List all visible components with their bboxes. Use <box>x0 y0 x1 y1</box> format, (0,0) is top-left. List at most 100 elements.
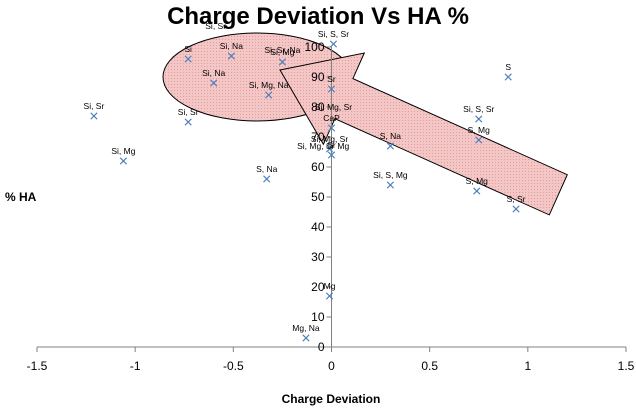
data-label: Si, Na <box>220 41 243 51</box>
data-label: Mg, Na <box>292 323 320 333</box>
data-label: Si, S, Sr <box>318 29 349 39</box>
data-point <box>302 334 310 342</box>
x-tick-label: -1.5 <box>27 359 48 373</box>
data-point-marker <box>184 55 192 63</box>
data-point-marker <box>327 151 336 159</box>
data-point-marker <box>119 157 127 165</box>
data-label: Si, Mg, Sr <box>315 102 352 112</box>
data-point-marker <box>325 145 334 153</box>
data-point-marker <box>386 181 394 189</box>
data-label: Si, Sr <box>84 101 105 111</box>
y-tick-label: 50 <box>311 190 325 204</box>
data-point-marker <box>278 58 287 66</box>
data-label: Si, Sr, Na <box>264 45 300 55</box>
data-point <box>475 115 483 123</box>
x-tick-label: 0.5 <box>421 359 438 373</box>
data-point <box>325 145 334 153</box>
data-label: Si, Mg, Na <box>249 80 289 90</box>
data-label: CaP <box>323 113 340 123</box>
y-tick-label: 100 <box>304 40 324 54</box>
data-point <box>327 151 336 159</box>
data-label: S <box>505 62 511 72</box>
data-point <box>227 52 235 60</box>
data-label: S, Na <box>380 131 402 141</box>
x-tick-label: 1 <box>524 359 531 373</box>
data-label: Si, Mg <box>270 47 294 57</box>
data-point <box>329 40 338 48</box>
data-point-marker <box>184 118 192 126</box>
data-point-marker <box>263 175 271 183</box>
data-point <box>325 292 334 300</box>
data-point-marker <box>329 40 338 48</box>
y-tick-label: 0 <box>318 340 325 354</box>
annotation-layer <box>162 32 568 216</box>
data-point-marker <box>327 85 336 93</box>
data-point <box>473 187 481 195</box>
data-points <box>90 40 520 342</box>
y-tick-label: 20 <box>311 280 325 294</box>
data-point <box>278 58 287 66</box>
data-point-marker <box>325 292 334 300</box>
y-tick-label: 90 <box>311 70 325 84</box>
data-label: S, Mg <box>466 176 488 186</box>
data-label: Si <box>184 44 192 54</box>
data-point <box>327 124 336 132</box>
data-point-marker <box>386 142 394 150</box>
y-axis-title: % HA <box>5 190 37 204</box>
data-point <box>386 142 394 150</box>
data-label: Sr <box>327 74 336 84</box>
data-point <box>504 73 512 81</box>
data-point-marker <box>475 115 483 123</box>
x-tick-label: 1.5 <box>618 359 635 373</box>
data-label: S, Sr <box>507 194 526 204</box>
data-point <box>119 157 127 165</box>
data-label: Si, Na <box>202 68 225 78</box>
data-label: Si, S, Sr <box>463 104 494 114</box>
data-point-marker <box>227 52 235 60</box>
x-tick-label: -1 <box>130 359 141 373</box>
data-label: Sr <box>327 140 336 150</box>
y-tick-label: 60 <box>311 160 325 174</box>
data-label: Si, Mg, Sr <box>311 134 348 144</box>
data-label: Mg <box>324 281 336 291</box>
data-point <box>210 79 218 87</box>
data-label: S, Na <box>256 164 278 174</box>
data-point <box>90 112 98 120</box>
data-point-marker <box>265 91 273 99</box>
data-point <box>265 91 273 99</box>
data-label: Si, S, Mg <box>373 170 408 180</box>
data-point <box>512 205 520 213</box>
data-label: S, Mg <box>468 125 490 135</box>
data-point-marker <box>302 334 310 342</box>
data-point <box>327 85 336 93</box>
chart-title: Charge Deviation Vs HA % <box>167 3 469 30</box>
data-label: Si, Mg <box>111 146 135 156</box>
highlight-arrow <box>279 52 568 216</box>
axes: -1.5 -1 -0.5 0 0.5 1 1.5 0 10 20 30 40 50 60 70 80 90 100 <box>27 40 635 373</box>
data-point-marker <box>473 187 481 195</box>
y-tick-label: 10 <box>311 310 325 324</box>
data-point <box>184 55 192 63</box>
data-label: Mg <box>337 141 349 151</box>
x-tick-label: 0 <box>328 359 335 373</box>
data-point-marker <box>327 124 336 132</box>
data-point <box>263 175 271 183</box>
data-point-marker <box>210 79 218 87</box>
data-point <box>184 118 192 126</box>
data-label: Si, Sr <box>205 21 226 31</box>
data-label: Si, Sr <box>178 107 199 117</box>
data-label: Si, Mg, Sr <box>297 141 334 151</box>
data-point-marker <box>512 205 520 213</box>
y-tick-label: 30 <box>311 250 325 264</box>
data-point-marker <box>90 112 98 120</box>
y-tick-label: 80 <box>311 100 325 114</box>
data-point-marker <box>504 73 512 81</box>
data-point-marker <box>475 136 483 144</box>
data-point <box>475 136 483 144</box>
point-labels: Si, Sr Si, Mg Si, Sr Si Si, Na Si, Na S, Na Si,… <box>84 21 526 333</box>
data-point <box>386 181 394 189</box>
x-tick-label: -0.5 <box>223 359 244 373</box>
y-tick-label: 40 <box>311 220 325 234</box>
x-axis-title: Charge Deviation <box>282 392 381 406</box>
